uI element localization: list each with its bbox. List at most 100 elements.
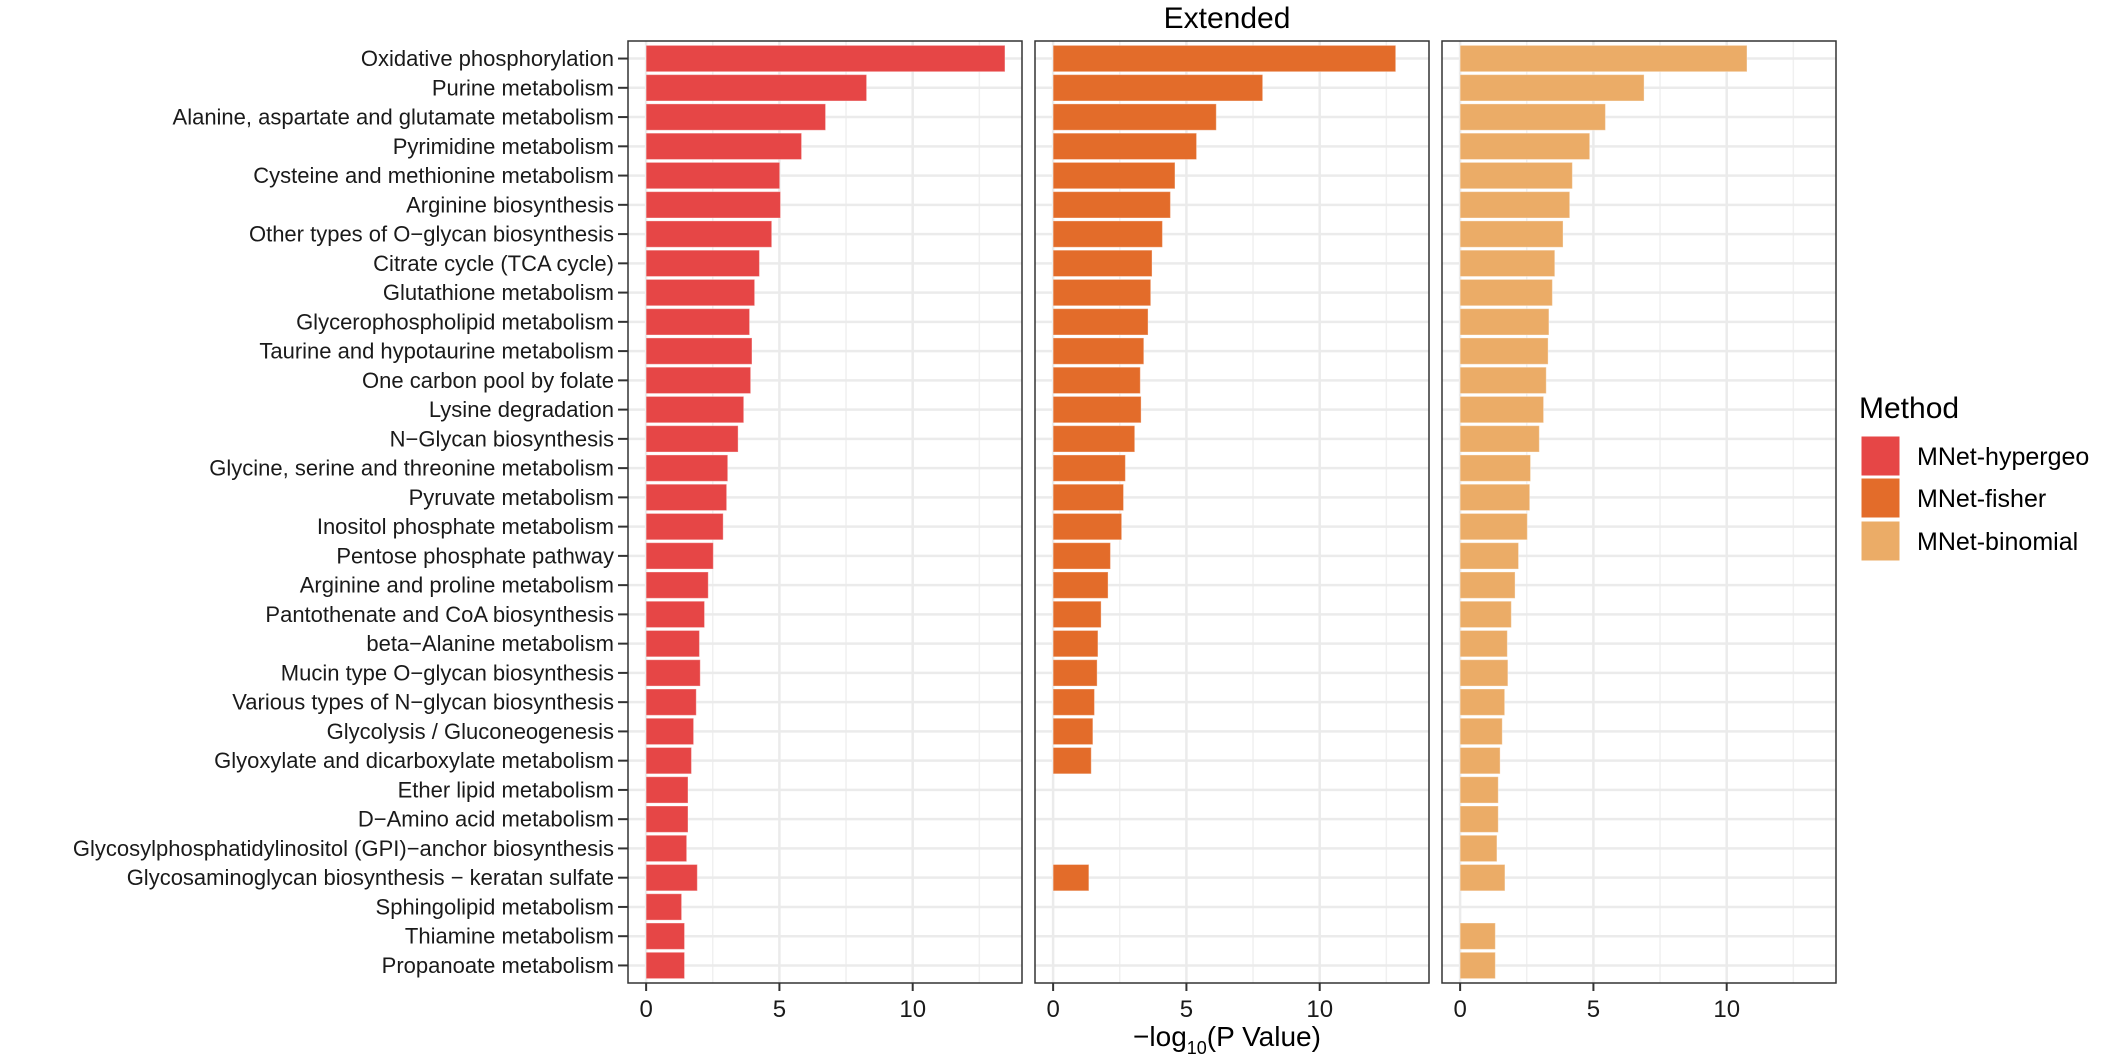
bar xyxy=(1052,542,1111,570)
bar xyxy=(1052,74,1264,102)
x-axis-title-suffix: (P Value) xyxy=(1207,1021,1321,1052)
bar xyxy=(1052,337,1145,365)
y-tick-label: Oxidative phosphorylation xyxy=(361,46,614,71)
y-tick-label: Citrate cycle (TCA cycle) xyxy=(373,251,614,276)
bar xyxy=(645,776,689,804)
bar xyxy=(1052,454,1126,482)
y-tick-label: Arginine and proline metabolism xyxy=(300,573,614,598)
bar xyxy=(1459,951,1496,980)
bar xyxy=(645,922,686,950)
bar xyxy=(1052,44,1397,73)
bar xyxy=(1052,103,1217,131)
bar xyxy=(1459,864,1506,892)
bar xyxy=(645,864,698,892)
panel-border xyxy=(1441,40,1837,984)
bar xyxy=(645,454,729,482)
bar xyxy=(645,893,683,921)
bar xyxy=(1459,512,1528,541)
x-tick-label: 0 xyxy=(639,996,652,1023)
y-tick-label: N−Glycan biosynthesis xyxy=(390,426,614,451)
bar xyxy=(1052,747,1092,775)
legend-key-mnet-hypergeo xyxy=(1860,435,1901,477)
legend-title: Method xyxy=(1859,392,1959,425)
bar xyxy=(1459,747,1501,775)
y-tick-label: Arginine biosynthesis xyxy=(406,192,614,217)
bar xyxy=(1052,366,1141,395)
y-tick-label: Various types of N−glycan biosynthesis xyxy=(232,690,614,715)
bar xyxy=(1459,922,1496,950)
bar xyxy=(1052,425,1136,453)
y-tick-label: Alanine, aspartate and glutamate metabol… xyxy=(173,105,614,130)
bar xyxy=(645,249,760,277)
x-tick-label: 10 xyxy=(1713,996,1740,1023)
y-tick-label: Propanoate metabolism xyxy=(382,953,614,978)
bar xyxy=(1052,864,1090,892)
bar xyxy=(645,103,827,131)
y-tick-label: D−Amino acid metabolism xyxy=(358,807,614,832)
y-tick-label: Lysine degradation xyxy=(429,397,614,422)
bar xyxy=(1052,688,1095,716)
bar xyxy=(1459,600,1512,629)
panel-border xyxy=(627,40,1023,984)
x-tick-label: 10 xyxy=(1306,996,1333,1023)
bar xyxy=(1459,688,1506,716)
bar xyxy=(1052,220,1163,248)
bar xyxy=(1459,805,1499,833)
y-tick-label: Glycosylphosphatidylinositol (GPI)−ancho… xyxy=(73,836,614,861)
x-tick-label: 0 xyxy=(1453,996,1466,1023)
legend: Method MNet-hypergeo MNet-fisher MNet-bino… xyxy=(1859,392,2089,562)
bar xyxy=(645,512,724,541)
bar xyxy=(1459,278,1553,307)
bar xyxy=(1459,571,1516,599)
bar xyxy=(645,834,688,863)
bar xyxy=(1052,571,1109,599)
bar xyxy=(1459,776,1499,804)
bar xyxy=(645,395,745,424)
y-tick-label: Glyoxylate and dicarboxylate metabolism xyxy=(214,748,614,773)
chart-title: Extended xyxy=(1164,2,1291,35)
bar xyxy=(645,571,709,599)
bar xyxy=(1052,249,1153,277)
bar xyxy=(1459,132,1591,160)
bar xyxy=(645,600,706,629)
panel-border xyxy=(1034,40,1430,984)
y-tick-label: beta−Alanine metabolism xyxy=(366,631,614,656)
bar xyxy=(1459,191,1571,219)
bar xyxy=(1052,191,1171,219)
y-tick-label: Cysteine and methionine metabolism xyxy=(253,163,614,188)
bar xyxy=(1459,454,1532,482)
y-tick-label: Inositol phosphate metabolism xyxy=(317,514,614,539)
y-tick-label: Thiamine metabolism xyxy=(405,924,614,949)
bar xyxy=(645,747,692,775)
bar xyxy=(645,44,1006,73)
panel-mnet-hypergeo: 0 5 10 xyxy=(627,40,1023,1023)
bar xyxy=(645,717,695,746)
legend-label: MNet-hypergeo xyxy=(1917,443,2089,471)
bar xyxy=(1459,337,1549,365)
bar xyxy=(1052,161,1176,190)
bar xyxy=(645,629,700,658)
bar xyxy=(1459,483,1531,512)
bar xyxy=(1052,600,1102,629)
bar xyxy=(1052,717,1094,746)
bar xyxy=(1052,659,1098,687)
bar xyxy=(645,483,728,512)
x-tick-label: 10 xyxy=(899,996,926,1023)
bar xyxy=(1459,161,1573,190)
bar xyxy=(1459,44,1748,73)
panel-mnet-binomial: 0 5 10 xyxy=(1441,40,1837,1023)
y-tick-label: Purine metabolism xyxy=(432,75,614,100)
bar xyxy=(645,659,701,687)
bar xyxy=(645,308,751,336)
legend-label: MNet-binomial xyxy=(1917,528,2078,556)
y-tick-label: Glycolysis / Gluconeogenesis xyxy=(327,719,614,744)
bar xyxy=(1459,542,1520,570)
bar xyxy=(645,161,781,190)
bar xyxy=(645,132,803,160)
y-tick-label: Glycosaminoglycan biosynthesis − keratan… xyxy=(127,865,614,890)
bar xyxy=(1459,74,1645,102)
x-tick-label: 5 xyxy=(773,996,786,1023)
x-tick-label: 5 xyxy=(1587,996,1600,1023)
y-tick-label: Pentose phosphate pathway xyxy=(336,543,614,568)
bar xyxy=(1052,483,1125,512)
